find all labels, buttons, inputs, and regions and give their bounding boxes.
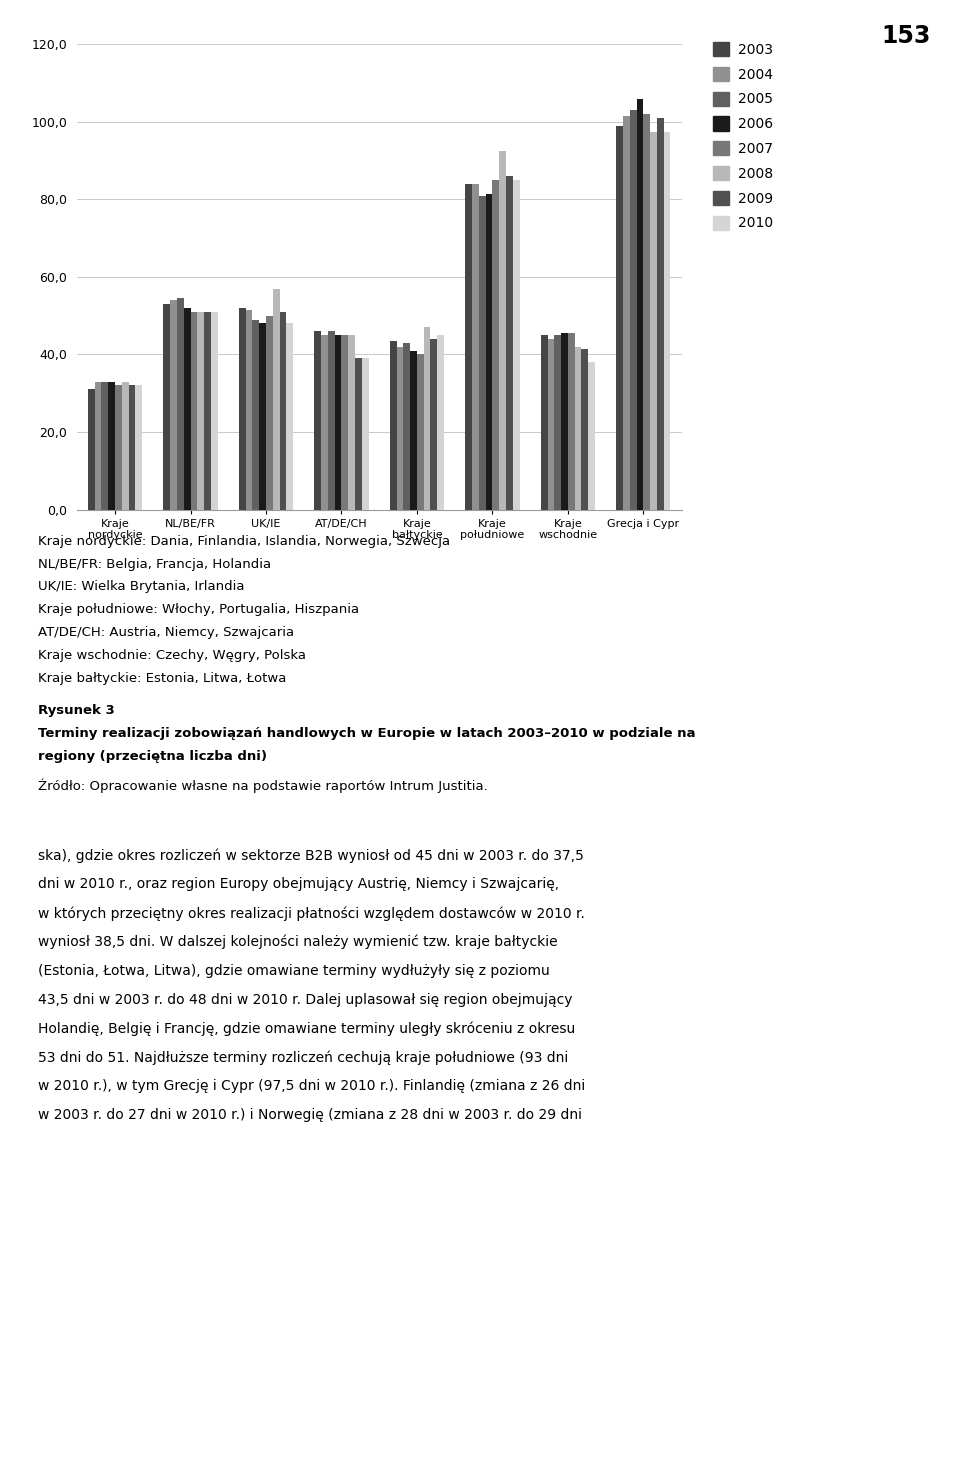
Bar <box>506 176 513 510</box>
Bar <box>314 331 322 510</box>
Bar <box>643 114 650 510</box>
Bar <box>335 335 342 510</box>
Bar <box>410 350 417 510</box>
Text: regiony (przeciętna liczba dni): regiony (przeciętna liczba dni) <box>38 749 268 762</box>
Text: ska), gdzie okres rozliczeń w sektorze B2B wyniosł od 45 dni w 2003 r. do 37,5: ska), gdzie okres rozliczeń w sektorze B… <box>38 848 585 863</box>
Bar <box>486 193 492 510</box>
Text: 53 dni do 51. Najdłuższe terminy rozliczeń cechują kraje południowe (93 dni: 53 dni do 51. Najdłuższe terminy rozlicz… <box>38 1050 568 1065</box>
Bar <box>636 99 643 510</box>
Bar <box>472 185 479 510</box>
Text: Holandię, Belgię i Francję, gdzie omawiane terminy uległy skróceniu z okresu: Holandię, Belgię i Francję, gdzie omawia… <box>38 1021 576 1035</box>
Text: UK/IE: Wielka Brytania, Irlandia: UK/IE: Wielka Brytania, Irlandia <box>38 580 245 594</box>
Text: Kraje południowe: Włochy, Portugalia, Hiszpania: Kraje południowe: Włochy, Portugalia, Hi… <box>38 603 360 616</box>
Bar <box>204 312 211 510</box>
Bar <box>286 323 293 510</box>
Bar <box>328 331 335 510</box>
Bar <box>630 111 636 510</box>
Bar <box>129 385 135 510</box>
Bar <box>423 328 430 510</box>
Bar <box>102 381 108 510</box>
Bar <box>252 319 259 510</box>
Bar <box>554 335 562 510</box>
Bar <box>390 341 396 510</box>
Text: Kraje nordyckie: Dania, Finlandia, Islandia, Norwegia, Szwecja: Kraje nordyckie: Dania, Finlandia, Islan… <box>38 535 450 548</box>
Bar <box>657 118 663 510</box>
Bar <box>190 312 197 510</box>
Bar <box>170 300 177 510</box>
Bar <box>513 180 519 510</box>
Bar <box>588 362 595 510</box>
Text: Źródło: Opracowanie własne na podstawie raportów Intrum Justitia.: Źródło: Opracowanie własne na podstawie … <box>38 778 488 793</box>
Bar <box>650 131 657 510</box>
Bar <box>246 310 252 510</box>
Bar <box>466 185 472 510</box>
Bar <box>239 307 246 510</box>
Bar <box>108 381 115 510</box>
Bar <box>211 312 218 510</box>
Bar <box>279 312 286 510</box>
Text: 43,5 dni w 2003 r. do 48 dni w 2010 r. Dalej uplasował się region obejmujący: 43,5 dni w 2003 r. do 48 dni w 2010 r. D… <box>38 993 573 1006</box>
Bar <box>115 385 122 510</box>
Bar <box>540 335 547 510</box>
Bar <box>342 335 348 510</box>
Bar <box>273 288 279 510</box>
Bar <box>88 390 95 510</box>
Bar <box>259 323 266 510</box>
Bar <box>479 195 486 510</box>
Bar <box>430 338 437 510</box>
Bar <box>582 349 588 510</box>
Bar <box>547 338 554 510</box>
Bar <box>396 347 403 510</box>
Bar <box>492 180 499 510</box>
Bar <box>163 304 170 510</box>
Bar <box>322 335 328 510</box>
Text: Rysunek 3: Rysunek 3 <box>38 703 115 716</box>
Bar <box>568 334 575 510</box>
Bar <box>575 347 582 510</box>
Text: AT/DE/CH: Austria, Niemcy, Szwajcaria: AT/DE/CH: Austria, Niemcy, Szwajcaria <box>38 626 295 640</box>
Text: w których przeciętny okres realizacji płatności względem dostawców w 2010 r.: w których przeciętny okres realizacji pł… <box>38 905 586 920</box>
Bar <box>177 298 183 510</box>
Bar <box>499 151 506 510</box>
Bar <box>348 335 355 510</box>
Bar <box>122 381 129 510</box>
Text: Terminy realizacji zobowiązań handlowych w Europie w latach 2003–2010 w podziale: Terminy realizacji zobowiązań handlowych… <box>38 727 696 740</box>
Bar <box>403 343 410 510</box>
Text: w 2010 r.), w tym Grecję i Cypr (97,5 dni w 2010 r.). Finlandię (zmiana z 26 dni: w 2010 r.), w tym Grecję i Cypr (97,5 dn… <box>38 1078 586 1093</box>
Bar <box>183 307 190 510</box>
Bar <box>362 359 369 510</box>
Legend: 2003, 2004, 2005, 2006, 2007, 2008, 2009, 2010: 2003, 2004, 2005, 2006, 2007, 2008, 2009… <box>712 41 773 230</box>
Text: (Estonia, Łotwa, Litwa), gdzie omawiane terminy wydłużyły się z poziomu: (Estonia, Łotwa, Litwa), gdzie omawiane … <box>38 963 550 978</box>
Bar <box>417 354 423 510</box>
Bar <box>562 334 568 510</box>
Bar <box>135 385 142 510</box>
Text: Kraje wschodnie: Czechy, Węgry, Polska: Kraje wschodnie: Czechy, Węgry, Polska <box>38 648 306 662</box>
Bar <box>197 312 204 510</box>
Text: 153: 153 <box>882 24 931 47</box>
Bar <box>663 131 670 510</box>
Text: Kraje bałtyckie: Estonia, Litwa, Łotwa: Kraje bałtyckie: Estonia, Litwa, Łotwa <box>38 672 287 685</box>
Bar <box>355 359 362 510</box>
Bar <box>95 381 102 510</box>
Bar <box>266 316 273 510</box>
Bar <box>437 335 444 510</box>
Text: dni w 2010 r., oraz region Europy obejmujący Austrię, Niemcy i Szwajcarię,: dni w 2010 r., oraz region Europy obejmu… <box>38 877 560 891</box>
Text: wyniosł 38,5 dni. W dalszej kolejności należy wymienić tzw. kraje bałtyckie: wyniosł 38,5 dni. W dalszej kolejności n… <box>38 935 558 950</box>
Bar <box>616 126 623 510</box>
Bar <box>623 117 630 510</box>
Text: NL/BE/FR: Belgia, Francja, Holandia: NL/BE/FR: Belgia, Francja, Holandia <box>38 557 272 570</box>
Text: w 2003 r. do 27 dni w 2010 r.) i Norwegię (zmiana z 28 dni w 2003 r. do 29 dni: w 2003 r. do 27 dni w 2010 r.) i Norwegi… <box>38 1108 583 1121</box>
